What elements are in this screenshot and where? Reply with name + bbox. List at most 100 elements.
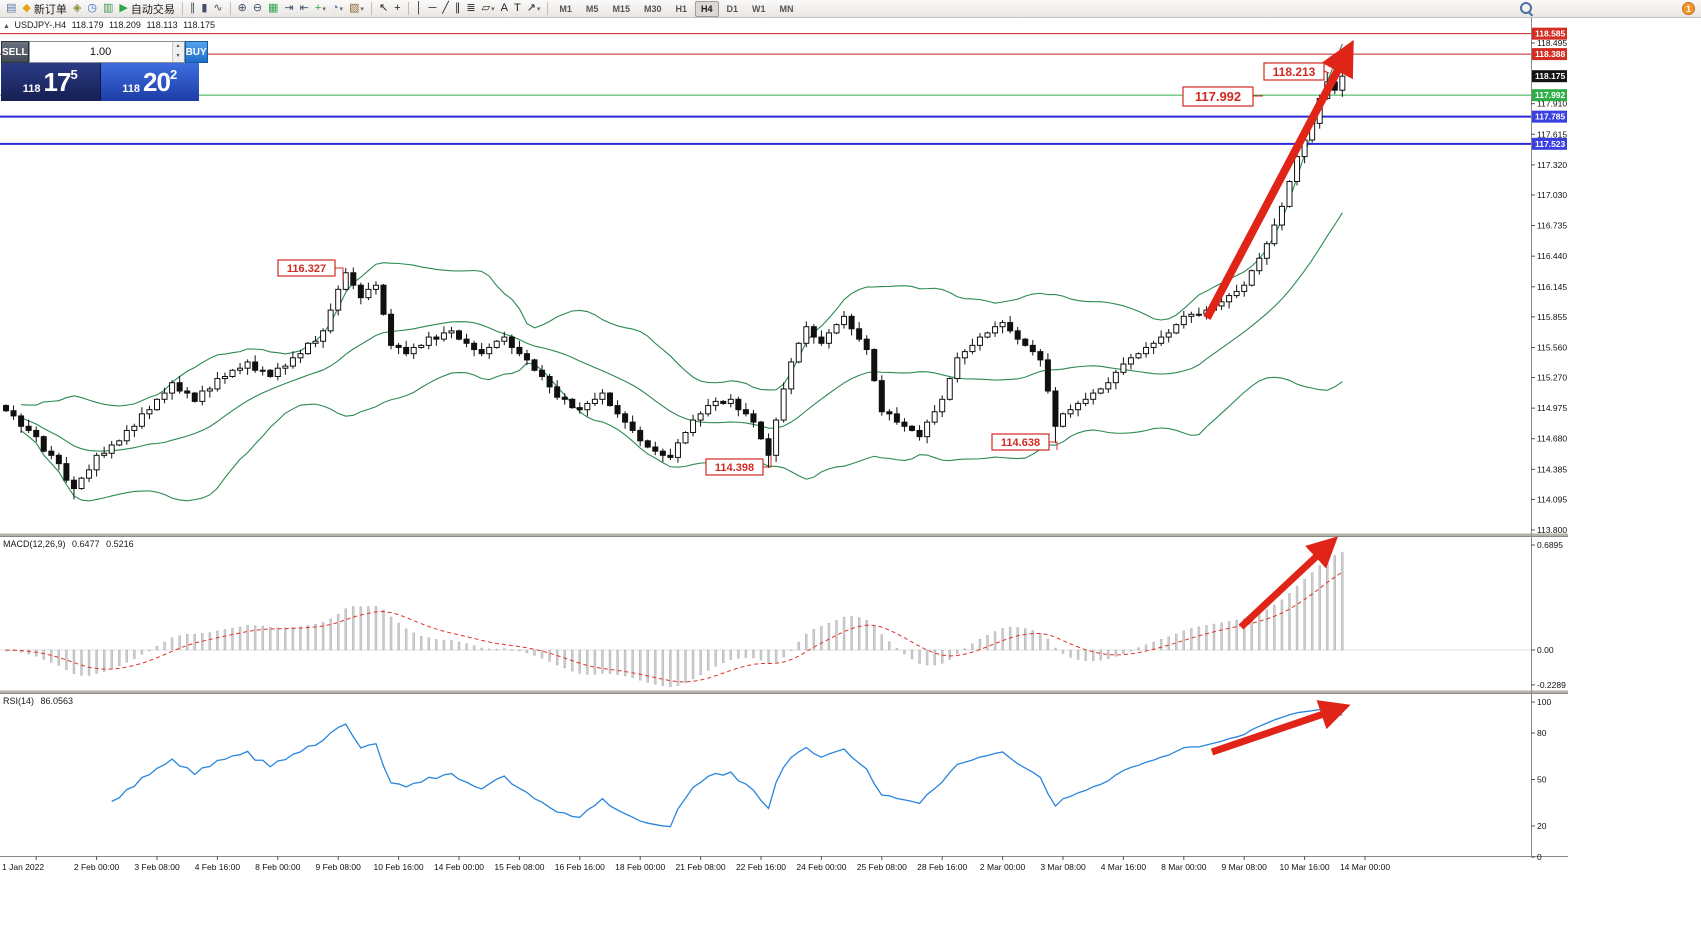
indicators-list-icon[interactable]: + ▾ (314, 2, 326, 14)
rsi-panel-plot[interactable] (111, 708, 1343, 828)
toolbar-buttons: ▤ ◆ 新订单 ◈ ◷ ▥ ▶ 自动交易 ∥ ▮ ∿ ⊕ ⊖ ▦ ⇥ ⇤ + ▾ ◔ ▾ ▧ ▾ ↖ + │ ─ ╱ ∥ ≣ ▱ ▾ A T ↗ ▾… (3, 0, 801, 17)
svg-text:116.440: 116.440 (1537, 251, 1567, 261)
price-annotation[interactable]: 114.638 (991, 433, 1058, 451)
chart-annotations[interactable]: 116.327 114.398 114.638 117.992 118.213 (277, 39, 1354, 756)
timeframe-h4-button[interactable]: H4 (694, 0, 719, 17)
macd-indicator-label: MACD(12,26,9) 0.6477 0.5216 (3, 539, 138, 549)
svg-text:117.030: 117.030 (1537, 190, 1567, 200)
rsi-name: RSI(14) (3, 696, 35, 706)
timeframe-m15-button[interactable]: M15 (612, 3, 630, 14)
arrows-icon[interactable]: ↗ ▾ (526, 2, 541, 14)
svg-text:22 Feb 16:00: 22 Feb 16:00 (736, 862, 786, 872)
new-order-button[interactable]: ◆ 新订单 (19, 1, 69, 17)
periods-dropdown-icon[interactable]: ◔ ▾ (331, 2, 344, 14)
channel-icon[interactable]: ∥ (454, 2, 461, 14)
notification-badge[interactable]: 1 (1682, 2, 1695, 15)
trendline-icon[interactable]: ╱ (442, 2, 449, 14)
vertical-line-icon[interactable]: │ (415, 2, 423, 14)
svg-text:15 Feb 08:00: 15 Feb 08:00 (494, 862, 544, 872)
new-order-label: 新订单 (33, 3, 67, 16)
price-tag (1532, 89, 1567, 102)
auto-scroll-icon[interactable]: ⇥ (284, 2, 294, 14)
ohlc-low: 118.113 (146, 20, 178, 30)
volume-input[interactable] (29, 42, 172, 62)
toolbar-right-group: 1 (1519, 0, 1698, 17)
macd-panel-plot[interactable] (0, 552, 1531, 688)
rsi-indicator-label: RSI(14) 86.0563 (3, 696, 77, 706)
crosshair-icon[interactable]: + (394, 2, 401, 14)
panel-splitter[interactable] (0, 533, 1568, 537)
dropdown-caret-icon: ▾ (339, 5, 344, 13)
svg-text:114.638: 114.638 (1001, 437, 1040, 449)
svg-text:4 Mar 16:00: 4 Mar 16:00 (1101, 862, 1147, 872)
dropdown-caret-icon: ▾ (360, 5, 364, 13)
price-annotation[interactable]: 114.398 (705, 455, 772, 476)
history-center-icon[interactable]: ◷ (87, 2, 97, 14)
sell-price-pipette: 5 (70, 67, 78, 82)
horizontal-line-icon[interactable]: ─ (428, 2, 437, 14)
shapes-icon[interactable]: ▱ ▾ (481, 2, 495, 14)
market-watch-icon[interactable]: ▥ (102, 2, 114, 14)
price-annotation[interactable]: 118.213 (1263, 62, 1330, 81)
svg-text:2 Mar 00:00: 2 Mar 00:00 (980, 862, 1026, 872)
svg-text:0.00: 0.00 (1537, 645, 1554, 655)
bid-ask-display: 118 17 5 118 20 2 (1, 63, 199, 101)
buy-button[interactable]: BUY (184, 41, 208, 63)
fibonacci-icon[interactable]: ≣ (466, 2, 476, 14)
macd-main-value: 0.6477 (72, 539, 100, 549)
chart-axes[interactable]: 118.495 117.910 117.615 117.320 117.030 116.7… (0, 18, 1568, 872)
cursor-icon[interactable]: ↖ (378, 2, 389, 14)
price-tag (1532, 27, 1567, 40)
svg-text:1 Jan 2022: 1 Jan 2022 (2, 862, 44, 872)
timeframe-h1-button[interactable]: H1 (675, 3, 687, 14)
candlestick-chart-icon[interactable]: ▮ (201, 2, 208, 14)
svg-text:117.523: 117.523 (1535, 139, 1566, 149)
search-icon[interactable] (1519, 1, 1534, 16)
timeframe-m30-button[interactable]: M30 (643, 3, 662, 14)
timeframe-m5-button[interactable]: M5 (585, 3, 599, 14)
autotrading-button[interactable]: ▶ 自动交易 (116, 1, 177, 17)
price-annotation[interactable]: 117.992 (1182, 86, 1263, 107)
price-tag (1532, 70, 1567, 83)
chart-window-icon[interactable]: ▤ (6, 2, 17, 14)
trend-arrow[interactable] (1203, 39, 1354, 320)
sell-price-display[interactable]: 118 17 5 (1, 63, 100, 101)
trend-arrow[interactable] (1238, 536, 1339, 630)
text-icon[interactable]: A (500, 2, 508, 14)
zoom-out-icon[interactable]: ⊖ (252, 2, 263, 14)
svg-text:10 Mar 16:00: 10 Mar 16:00 (1280, 862, 1330, 872)
zoom-in-icon[interactable]: ⊕ (237, 2, 247, 14)
price-annotation[interactable]: 116.327 (277, 259, 344, 281)
svg-text:8 Mar 00:00: 8 Mar 00:00 (1161, 862, 1207, 872)
svg-text:18 Feb 00:00: 18 Feb 00:00 (615, 862, 665, 872)
templates-dropdown-icon[interactable]: ▧ ▾ (349, 2, 364, 14)
text-label-icon[interactable]: T (513, 2, 521, 14)
svg-text:14 Feb 00:00: 14 Feb 00:00 (434, 862, 484, 872)
svg-text:115.855: 115.855 (1537, 312, 1567, 322)
sell-button[interactable]: SELL (1, 41, 29, 63)
svg-text:21 Feb 08:00: 21 Feb 08:00 (676, 862, 726, 872)
metaeditor-icon[interactable]: ◈ (72, 2, 82, 14)
bollinger-band-line (20, 362, 1343, 502)
main-chart-plot[interactable] (0, 33, 1531, 502)
volume-up-icon[interactable]: ▴ (172, 42, 184, 52)
panel-splitter[interactable] (0, 690, 1568, 694)
ohlc-bars-icon[interactable]: ∥ (189, 2, 196, 14)
timeframe-w1-button[interactable]: W1 (752, 3, 766, 14)
timeframe-d1-button[interactable]: D1 (726, 3, 739, 14)
svg-text:115.270: 115.270 (1537, 373, 1567, 383)
trend-arrow[interactable] (1210, 700, 1351, 756)
volume-down-icon[interactable]: ▾ (172, 52, 184, 62)
line-chart-icon[interactable]: ∿ (213, 2, 223, 14)
svg-text:14 Mar 00:00: 14 Mar 00:00 (1340, 862, 1390, 872)
ohlc-open: 118.179 (71, 20, 104, 30)
chart-shift-icon[interactable]: ⇤ (299, 2, 309, 14)
toolbar-separator (547, 2, 549, 15)
sell-price-big-figure: 118 (22, 83, 41, 95)
svg-text:114.385: 114.385 (1537, 464, 1567, 474)
buy-price-display[interactable]: 118 20 2 (99, 63, 199, 101)
timeframe-mn-button[interactable]: MN (779, 3, 794, 14)
tile-windows-icon[interactable]: ▦ (268, 2, 279, 14)
timeframe-m1-button[interactable]: M1 (559, 3, 572, 14)
